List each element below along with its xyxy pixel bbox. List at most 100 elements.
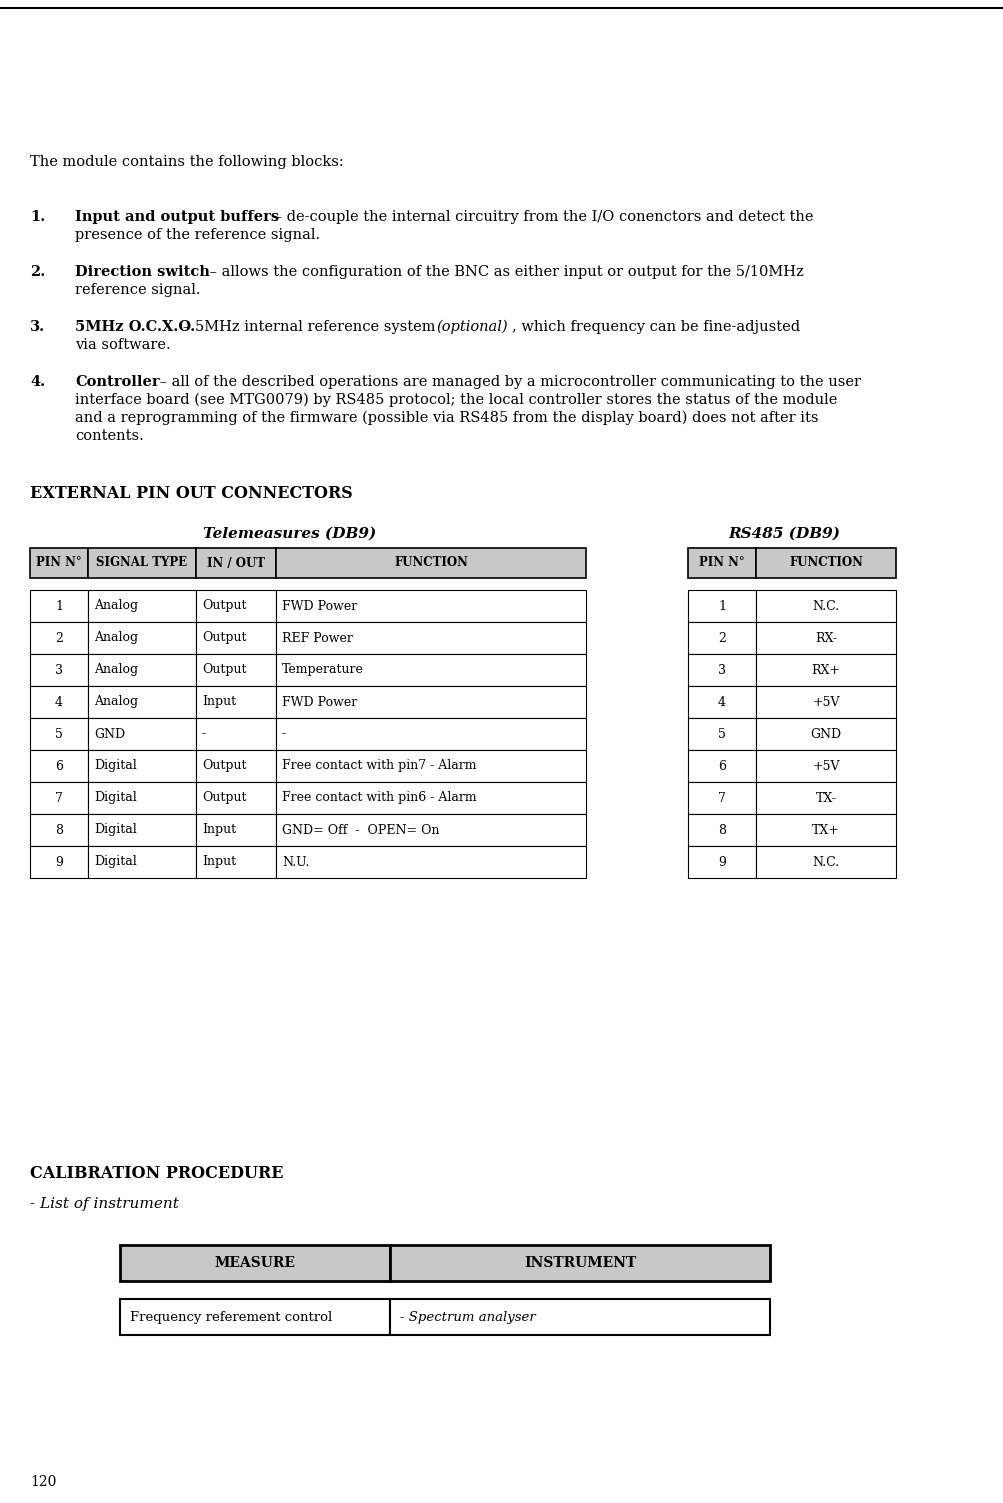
Text: 5: 5 bbox=[717, 727, 725, 741]
Bar bbox=[276, 654, 586, 685]
Bar bbox=[30, 718, 88, 750]
Text: GND: GND bbox=[94, 727, 125, 741]
Bar bbox=[30, 750, 88, 782]
Bar bbox=[276, 718, 586, 750]
Text: +5V: +5V bbox=[811, 696, 839, 708]
Bar bbox=[276, 750, 586, 782]
Bar bbox=[88, 591, 196, 622]
Text: 5MHz O.C.X.O.: 5MHz O.C.X.O. bbox=[75, 320, 195, 334]
Bar bbox=[687, 622, 755, 654]
Text: FUNCTION: FUNCTION bbox=[393, 556, 467, 570]
Text: Temperature: Temperature bbox=[282, 663, 363, 676]
Bar bbox=[389, 1299, 769, 1335]
Bar bbox=[30, 815, 88, 846]
Text: 1.: 1. bbox=[30, 210, 45, 224]
Bar bbox=[196, 782, 276, 815]
Bar bbox=[755, 750, 895, 782]
Bar bbox=[687, 685, 755, 718]
Bar bbox=[687, 549, 755, 579]
Bar bbox=[755, 718, 895, 750]
Text: Direction switch: Direction switch bbox=[75, 265, 210, 280]
Text: GND: GND bbox=[809, 727, 841, 741]
Bar bbox=[30, 782, 88, 815]
Text: 3.: 3. bbox=[30, 320, 45, 334]
Bar bbox=[687, 591, 755, 622]
Text: 4.: 4. bbox=[30, 376, 45, 389]
Text: Output: Output bbox=[202, 631, 247, 645]
Text: - Spectrum analyser: - Spectrum analyser bbox=[399, 1311, 536, 1324]
Bar bbox=[30, 591, 88, 622]
Text: Analog: Analog bbox=[94, 696, 138, 708]
Bar bbox=[88, 622, 196, 654]
Text: Input: Input bbox=[202, 855, 236, 869]
Bar bbox=[755, 782, 895, 815]
Bar bbox=[196, 846, 276, 878]
Text: Digital: Digital bbox=[94, 759, 136, 773]
Text: EXTERNAL PIN OUT CONNECTORS: EXTERNAL PIN OUT CONNECTORS bbox=[30, 485, 352, 502]
Bar bbox=[30, 622, 88, 654]
Text: 1: 1 bbox=[717, 600, 725, 613]
Bar bbox=[196, 591, 276, 622]
Bar bbox=[755, 846, 895, 878]
Bar bbox=[88, 782, 196, 815]
Bar bbox=[755, 685, 895, 718]
Bar bbox=[30, 685, 88, 718]
Bar bbox=[88, 654, 196, 685]
Text: 8: 8 bbox=[55, 824, 63, 837]
Bar bbox=[276, 782, 586, 815]
Bar bbox=[88, 846, 196, 878]
Bar bbox=[276, 685, 586, 718]
Text: 9: 9 bbox=[55, 855, 63, 869]
Text: presence of the reference signal.: presence of the reference signal. bbox=[75, 228, 320, 242]
Text: Output: Output bbox=[202, 663, 247, 676]
Text: , which frequency can be fine-adjusted: , which frequency can be fine-adjusted bbox=[512, 320, 799, 334]
Text: PIN N°: PIN N° bbox=[36, 556, 81, 570]
Text: Digital: Digital bbox=[94, 792, 136, 804]
Bar bbox=[120, 1244, 389, 1281]
Bar bbox=[755, 654, 895, 685]
Bar bbox=[276, 549, 586, 579]
Bar bbox=[196, 622, 276, 654]
Text: via software.: via software. bbox=[75, 338, 171, 352]
Text: TX+: TX+ bbox=[811, 824, 840, 837]
Text: - List of instrument: - List of instrument bbox=[30, 1196, 179, 1211]
Text: – allows the configuration of the BNC as either input or output for the 5/10MHz: – allows the configuration of the BNC as… bbox=[205, 265, 803, 280]
Text: -: - bbox=[282, 727, 286, 741]
Bar bbox=[687, 846, 755, 878]
Bar bbox=[88, 750, 196, 782]
Text: – 5MHz internal reference system: – 5MHz internal reference system bbox=[183, 320, 439, 334]
Text: TX-: TX- bbox=[814, 792, 835, 804]
Text: MEASURE: MEASURE bbox=[215, 1257, 295, 1270]
Text: – de-couple the internal circuitry from the I/O conenctors and detect the: – de-couple the internal circuitry from … bbox=[270, 210, 812, 224]
Text: 9: 9 bbox=[717, 855, 725, 869]
Text: – all of the described operations are managed by a microcontroller communicating: – all of the described operations are ma… bbox=[154, 376, 861, 389]
Bar bbox=[120, 1299, 389, 1335]
Text: (optional): (optional) bbox=[435, 320, 508, 334]
Text: RX+: RX+ bbox=[810, 663, 840, 676]
Text: +5V: +5V bbox=[811, 759, 839, 773]
Bar bbox=[755, 622, 895, 654]
Bar bbox=[755, 591, 895, 622]
Bar bbox=[88, 718, 196, 750]
Bar bbox=[88, 549, 196, 579]
Bar bbox=[276, 815, 586, 846]
Bar bbox=[196, 685, 276, 718]
Text: 2: 2 bbox=[55, 631, 63, 645]
Text: 6: 6 bbox=[55, 759, 63, 773]
Text: INSTRUMENT: INSTRUMENT bbox=[524, 1257, 636, 1270]
Text: Input: Input bbox=[202, 696, 236, 708]
Text: The module contains the following blocks:: The module contains the following blocks… bbox=[30, 155, 343, 168]
Text: 7: 7 bbox=[55, 792, 63, 804]
Bar bbox=[276, 622, 586, 654]
Text: Digital: Digital bbox=[94, 855, 136, 869]
Text: IN / OUT: IN / OUT bbox=[207, 556, 265, 570]
Text: Analog: Analog bbox=[94, 663, 138, 676]
Text: Free contact with pin6 - Alarm: Free contact with pin6 - Alarm bbox=[282, 792, 476, 804]
Text: 1: 1 bbox=[55, 600, 63, 613]
Bar bbox=[755, 549, 895, 579]
Text: 4: 4 bbox=[55, 696, 63, 708]
Text: -: - bbox=[202, 727, 206, 741]
Text: REF Power: REF Power bbox=[282, 631, 352, 645]
Text: 2.: 2. bbox=[30, 265, 45, 280]
Text: contents.: contents. bbox=[75, 428, 143, 443]
